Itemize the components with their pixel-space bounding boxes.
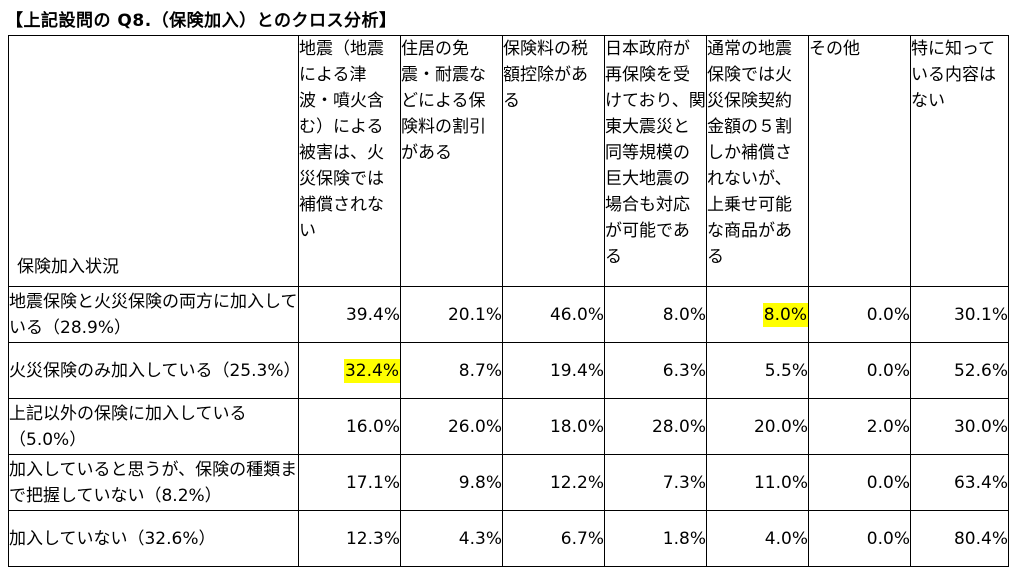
cell-value: 16.0% bbox=[345, 416, 400, 437]
column-header: 日本政府が再保険を受けており、関東大震災と同等規模の巨大地震の場合も対応が可能で… bbox=[604, 35, 707, 287]
table-cell: 30.1% bbox=[910, 286, 1009, 343]
cell-value: 52.6% bbox=[953, 360, 1008, 381]
cell-value: 6.7% bbox=[560, 528, 604, 549]
cell-value: 46.0% bbox=[549, 304, 604, 325]
table-cell: 30.0% bbox=[910, 398, 1009, 455]
table-cell: 7.3% bbox=[604, 454, 707, 511]
row-label: 加入していると思うが、保険の種類まで把握していない（8.2%） bbox=[8, 454, 299, 511]
row-label: 加入していない（32.6%） bbox=[8, 510, 299, 567]
corner-header: 保険加入状況 bbox=[8, 35, 299, 287]
table-cell: 0.0% bbox=[808, 510, 911, 567]
table-cell: 46.0% bbox=[502, 286, 605, 343]
table-cell: 17.1% bbox=[298, 454, 401, 511]
table-cell: 9.8% bbox=[400, 454, 503, 511]
cell-value: 4.0% bbox=[764, 528, 808, 549]
column-header: 通常の地震保険では火災保険契約金額の５割しか補償されないが、上乗せ可能な商品があ… bbox=[706, 35, 809, 287]
cell-value: 11.0% bbox=[753, 472, 808, 493]
header-row: 保険加入状況 地震（地震による津波・噴火含む）による被害は、火災保険では補償され… bbox=[8, 35, 1009, 287]
cell-value: 5.5% bbox=[764, 360, 808, 381]
table-cell: 0.0% bbox=[808, 454, 911, 511]
table-title: 【上記設問の Q8.（保険加入）とのクロス分析】 bbox=[6, 11, 397, 31]
cell-value: 8.0% bbox=[662, 304, 706, 325]
table-row: 上記以外の保険に加入している（5.0%） 16.0% 26.0% 18.0% 2… bbox=[8, 398, 1009, 455]
cell-value: 30.0% bbox=[953, 416, 1008, 437]
row-label: 地震保険と火災保険の両方に加入している（28.9%） bbox=[8, 286, 299, 343]
table-row: 地震保険と火災保険の両方に加入している（28.9%） 39.4% 20.1% 4… bbox=[8, 286, 1009, 343]
table-cell: 80.4% bbox=[910, 510, 1009, 567]
cell-value: 17.1% bbox=[345, 472, 400, 493]
table-cell: 12.3% bbox=[298, 510, 401, 567]
cell-value: 0.0% bbox=[866, 304, 910, 325]
table-cell: 8.7% bbox=[400, 342, 503, 399]
cell-value: 1.8% bbox=[662, 528, 706, 549]
cell-value: 26.0% bbox=[447, 416, 502, 437]
column-header: 保険料の税額控除がある bbox=[502, 35, 605, 287]
table-cell: 4.3% bbox=[400, 510, 503, 567]
table-cell: 19.4% bbox=[502, 342, 605, 399]
cell-value: 12.2% bbox=[549, 472, 604, 493]
cell-value: 30.1% bbox=[953, 304, 1008, 325]
column-header: 特に知っている内容はない bbox=[910, 35, 1009, 287]
table-cell: 6.7% bbox=[502, 510, 605, 567]
table-cell: 0.0% bbox=[808, 286, 911, 343]
column-header: その他 bbox=[808, 35, 911, 287]
row-label: 上記以外の保険に加入している（5.0%） bbox=[8, 398, 299, 455]
table-cell: 18.0% bbox=[502, 398, 605, 455]
table-cell: 11.0% bbox=[706, 454, 809, 511]
cell-value: 8.7% bbox=[458, 360, 502, 381]
table-cell: 39.4% bbox=[298, 286, 401, 343]
table-cell: 1.8% bbox=[604, 510, 707, 567]
table-cell: 63.4% bbox=[910, 454, 1009, 511]
column-header: 地震（地震による津波・噴火含む）による被害は、火災保険では補償されない bbox=[298, 35, 401, 287]
cell-value: 0.0% bbox=[866, 360, 910, 381]
table-cell: 4.0% bbox=[706, 510, 809, 567]
cell-value: 2.0% bbox=[866, 416, 910, 437]
column-header: 住居の免震・耐震などによる保険料の割引がある bbox=[400, 35, 503, 287]
cross-analysis-table: 保険加入状況 地震（地震による津波・噴火含む）による被害は、火災保険では補償され… bbox=[8, 35, 1009, 567]
table-cell: 16.0% bbox=[298, 398, 401, 455]
table-cell: 20.1% bbox=[400, 286, 503, 343]
table-cell: 12.2% bbox=[502, 454, 605, 511]
table-cell: 8.0% bbox=[604, 286, 707, 343]
table-cell: 6.3% bbox=[604, 342, 707, 399]
row-label: 火災保険のみ加入している（25.3%） bbox=[8, 342, 299, 399]
cell-value: 0.0% bbox=[866, 528, 910, 549]
cell-value: 63.4% bbox=[953, 472, 1008, 493]
table-cell: 26.0% bbox=[400, 398, 503, 455]
table-row: 加入していると思うが、保険の種類まで把握していない（8.2%） 17.1% 9.… bbox=[8, 454, 1009, 511]
table-row: 加入していない（32.6%） 12.3% 4.3% 6.7% 1.8% 4.0%… bbox=[8, 510, 1009, 567]
table-cell: 28.0% bbox=[604, 398, 707, 455]
cell-value: 7.3% bbox=[662, 472, 706, 493]
table-cell: 0.0% bbox=[808, 342, 911, 399]
cell-value: 18.0% bbox=[549, 416, 604, 437]
cell-value: 12.3% bbox=[345, 528, 400, 549]
cell-value: 6.3% bbox=[662, 360, 706, 381]
cell-value: 0.0% bbox=[866, 472, 910, 493]
cell-value: 9.8% bbox=[458, 472, 502, 493]
highlighted-cell-value: 32.4% bbox=[343, 358, 400, 383]
table-cell: 20.0% bbox=[706, 398, 809, 455]
table-cell: 2.0% bbox=[808, 398, 911, 455]
highlighted-cell-value: 8.0% bbox=[762, 302, 808, 327]
cell-value: 4.3% bbox=[458, 528, 502, 549]
table-cell: 32.4% bbox=[298, 342, 401, 399]
cell-value: 39.4% bbox=[345, 304, 400, 325]
cell-value: 28.0% bbox=[651, 416, 706, 437]
cell-value: 20.0% bbox=[753, 416, 808, 437]
table-cell: 5.5% bbox=[706, 342, 809, 399]
cell-value: 19.4% bbox=[549, 360, 604, 381]
table-row: 火災保険のみ加入している（25.3%） 32.4% 8.7% 19.4% 6.3… bbox=[8, 342, 1009, 399]
table-cell: 8.0% bbox=[706, 286, 809, 343]
cell-value: 80.4% bbox=[953, 528, 1008, 549]
table-cell: 52.6% bbox=[910, 342, 1009, 399]
cell-value: 20.1% bbox=[447, 304, 502, 325]
